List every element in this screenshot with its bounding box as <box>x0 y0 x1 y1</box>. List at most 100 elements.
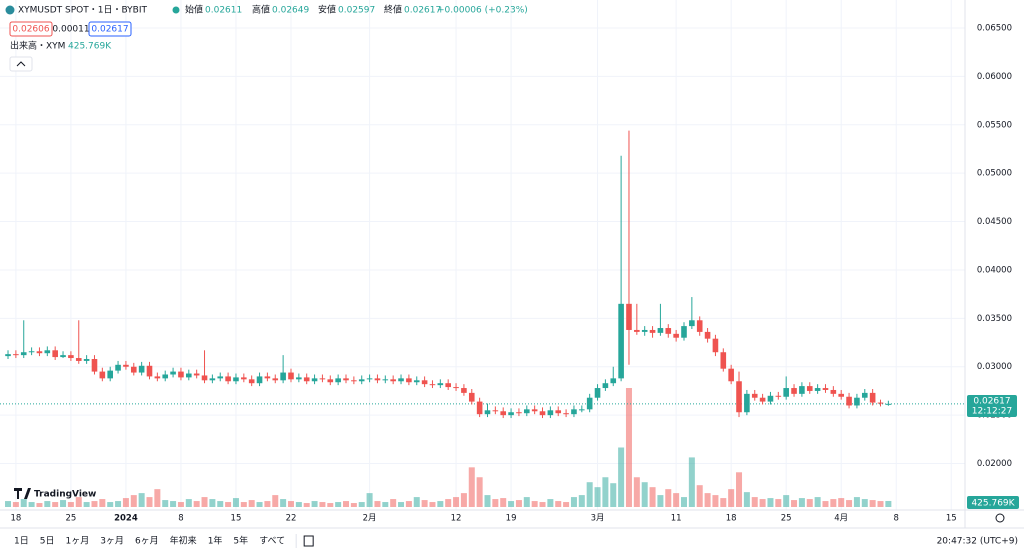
volume-bar <box>712 495 719 507</box>
candle-body <box>618 303 624 379</box>
volume-bar <box>36 503 43 507</box>
range-button[interactable]: 5年 <box>233 535 248 547</box>
volume-bar <box>877 501 884 507</box>
collapse-button[interactable] <box>9 56 33 72</box>
volume-bar <box>52 502 59 507</box>
candle-body <box>476 401 483 415</box>
status-dot <box>172 6 180 14</box>
candle-body <box>178 371 184 378</box>
candle-body <box>453 387 459 389</box>
candle-body <box>421 380 428 385</box>
volume-bar <box>861 499 868 507</box>
candle-body <box>327 379 334 383</box>
x-tick-label: 2024 <box>114 514 138 524</box>
candle-body <box>272 378 279 381</box>
candle-body <box>846 396 852 406</box>
candle-body <box>107 370 114 379</box>
range-button[interactable]: 6ヶ月 <box>135 536 159 547</box>
volume-bar <box>60 500 67 507</box>
x-tick-label: 15 <box>231 514 242 524</box>
candle-body <box>209 378 216 381</box>
volume-bar <box>570 497 577 507</box>
volume-bar <box>885 500 892 507</box>
volume-bar <box>798 498 805 507</box>
candle-body <box>319 378 326 380</box>
volume-bar <box>358 502 365 507</box>
volume-bar <box>382 502 389 507</box>
candle-body <box>358 379 365 382</box>
volume-bar <box>838 498 845 507</box>
candle-body <box>649 329 656 333</box>
volume-bar <box>232 498 239 507</box>
range-button[interactable]: 3ヶ月 <box>100 536 124 547</box>
candle-body <box>468 392 475 402</box>
candle-body <box>665 328 672 334</box>
range-button[interactable]: 1年 <box>208 535 223 547</box>
volume-label: 出来高・XYM <box>10 40 65 52</box>
range-button[interactable]: 5日 <box>40 536 55 547</box>
candle-body <box>736 381 742 413</box>
volume-bar <box>508 501 515 507</box>
volume-bar <box>594 487 601 507</box>
compare-icon[interactable] <box>303 535 314 547</box>
volume-bar <box>806 499 813 507</box>
volume-bar <box>728 489 735 507</box>
volume-bar <box>170 501 177 507</box>
volume-bar <box>209 499 216 507</box>
candle-body <box>869 392 876 403</box>
candle-body <box>712 338 719 353</box>
candle-body <box>877 402 884 404</box>
candle-body <box>60 355 66 358</box>
candle-body <box>343 378 349 381</box>
volume-bar <box>413 497 420 507</box>
candle-body <box>531 409 538 412</box>
ohlc-value: 0.02597 <box>338 6 375 16</box>
candle-body <box>626 303 632 330</box>
candle-body <box>539 411 546 416</box>
bid-box[interactable] <box>9 21 53 37</box>
range-button[interactable]: 1ヶ月 <box>65 536 89 547</box>
ohlc-value: 0.02649 <box>272 6 309 16</box>
volume-bar <box>602 477 609 507</box>
volume-bar <box>515 500 522 507</box>
range-button[interactable]: 年初来 <box>170 535 197 547</box>
candle-body <box>413 380 420 383</box>
volume-bar <box>791 500 798 507</box>
settings-icon[interactable] <box>995 513 1005 523</box>
ask-box[interactable] <box>88 21 132 37</box>
candle-body <box>437 383 444 386</box>
candle-body <box>634 329 640 332</box>
x-tick-label: 2月 <box>363 514 377 524</box>
ohlc-label: 始値 <box>185 4 203 16</box>
volume-bar <box>240 502 247 507</box>
volume-bar <box>641 482 648 507</box>
volume-bar <box>484 495 491 507</box>
candle-body <box>398 378 404 382</box>
candle-body <box>256 376 263 384</box>
candle-body <box>775 395 782 397</box>
range-button[interactable]: 1日 <box>14 536 29 547</box>
volume-bar <box>390 499 397 507</box>
range-button[interactable]: すべて <box>259 536 285 547</box>
x-tick-label: 8 <box>894 514 899 524</box>
candle-body <box>720 352 727 369</box>
y-tick-label: 0.05000 <box>977 169 1012 179</box>
candle-body <box>508 412 514 416</box>
ask: 0.02617 <box>91 25 128 35</box>
volume-bar <box>736 472 743 507</box>
volume-bar <box>688 457 695 507</box>
candle-body <box>751 393 758 398</box>
ohlc-label: 安値 <box>318 4 336 16</box>
volume-bar <box>429 502 436 507</box>
candle-body <box>523 409 530 414</box>
volume-bar <box>295 502 302 507</box>
logo: TradingView <box>34 490 96 500</box>
symbol-title[interactable]: XYMUSDT SPOT・1日・BYBIT <box>18 5 147 16</box>
volume-bar <box>248 500 255 507</box>
volume-bar <box>115 501 122 507</box>
volume-bar <box>673 493 680 507</box>
volume-bar <box>814 497 821 507</box>
candle-body <box>382 379 389 381</box>
volume-bar <box>547 499 554 507</box>
volume-bar <box>280 499 287 507</box>
